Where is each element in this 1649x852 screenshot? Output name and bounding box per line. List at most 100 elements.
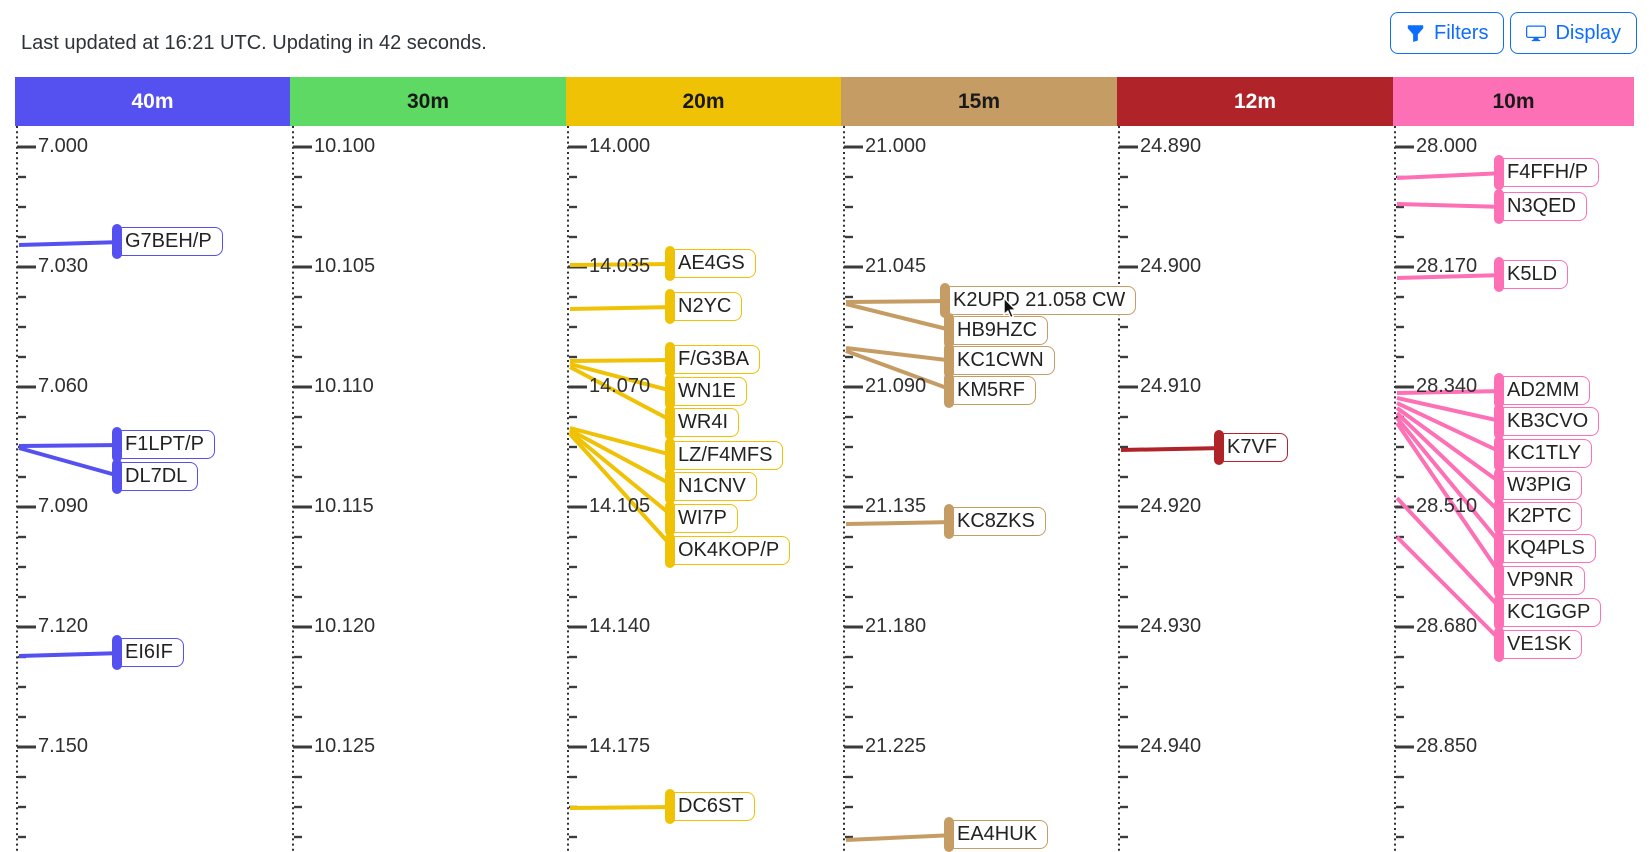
tick-label: 14.070: [589, 375, 651, 397]
tick-label: 28.170: [1416, 255, 1478, 277]
spot-line: [569, 262, 677, 267]
tick-label: 28.850: [1416, 735, 1478, 757]
spot-callsign-hovered[interactable]: K2UPD 21.058 CW: [939, 283, 1137, 318]
spot-callsign[interactable]: KC1TLY: [1493, 436, 1593, 471]
tick-label: 28.340: [1416, 375, 1478, 397]
filter-funnel-icon: [1406, 24, 1425, 43]
spot-line: [845, 520, 956, 526]
spot-callsign[interactable]: DC6ST: [665, 789, 755, 824]
spot-line: [1395, 496, 1507, 615]
spot-line: [1395, 411, 1507, 519]
spot-line: [18, 446, 124, 479]
spot-callsign[interactable]: F1LPT/P: [112, 427, 215, 462]
tick-label: 14.140: [589, 615, 651, 637]
spot-callsign[interactable]: WR4I: [665, 405, 739, 440]
filters-button-label: Filters: [1434, 21, 1489, 44]
tick-label: 7.090: [38, 495, 89, 517]
spot-callsign[interactable]: HB9HZC: [943, 313, 1049, 348]
spot-callsign[interactable]: OK4KOP/P: [664, 533, 791, 568]
spot-line: [845, 299, 952, 304]
spot-line: [845, 302, 956, 333]
status-text: Last updated at 16:21 UTC. Updating in 4…: [21, 32, 487, 54]
spot-line: [569, 428, 677, 489]
band-header-12m: 12m: [1117, 77, 1393, 126]
spot-line: [569, 365, 677, 425]
spot-line: [1396, 202, 1506, 209]
spot-line: [1395, 406, 1507, 488]
spot-line: [1396, 171, 1506, 180]
tick-label: 7.000: [38, 135, 89, 157]
toolbar: Filters Display: [1390, 12, 1638, 54]
spot-callsign[interactable]: W3PIG: [1493, 468, 1583, 503]
spot-line: [845, 346, 956, 363]
spot-callsign[interactable]: WN1E: [665, 374, 747, 409]
tick-label: 10.115: [314, 495, 374, 517]
spot-callsign[interactable]: EI6IF: [112, 635, 184, 670]
tick-label: 7.030: [38, 255, 89, 277]
spot-callsign[interactable]: KB3CVO: [1493, 404, 1600, 439]
band-header-30m: 30m: [290, 77, 566, 126]
tick-label: 24.930: [1140, 615, 1202, 637]
spot-line: [1395, 421, 1507, 583]
tick-label: 14.000: [589, 135, 651, 157]
tick-label: 21.090: [865, 375, 927, 397]
spot-callsign[interactable]: KC1CWN: [944, 343, 1055, 378]
spot-callsign[interactable]: F4FFH/P: [1493, 155, 1600, 190]
tick-label: 28.680: [1416, 615, 1478, 637]
tick-label: 7.120: [38, 615, 89, 637]
spot-line: [1395, 416, 1507, 551]
spot-callsign[interactable]: WI7P: [665, 501, 738, 536]
spot-line: [18, 651, 124, 658]
tick-label: 10.125: [314, 735, 376, 757]
spot-callsign[interactable]: N2YC: [664, 289, 743, 324]
spot-callsign[interactable]: VE1SK: [1493, 627, 1583, 662]
spot-line: [568, 430, 678, 521]
filters-button[interactable]: Filters: [1390, 12, 1505, 54]
tick-label: 7.060: [38, 375, 89, 397]
tick-label: 24.910: [1140, 375, 1202, 397]
tick-label: 24.920: [1140, 495, 1202, 517]
spot-line: [18, 443, 124, 448]
spot-line: [1120, 446, 1226, 452]
spot-callsign[interactable]: KM5RF: [944, 373, 1036, 408]
tick-label: 14.035: [589, 255, 651, 277]
tick-label: 24.900: [1140, 255, 1202, 277]
spot-line: [18, 240, 124, 247]
spot-line: [1396, 273, 1506, 280]
spot-line: [569, 805, 677, 810]
tick-label: 10.105: [314, 255, 376, 277]
tick-label: 10.120: [314, 615, 376, 637]
spot-callsign[interactable]: K2PTC: [1493, 499, 1583, 534]
spot-line: [1396, 401, 1506, 456]
spot-callsign[interactable]: N1CNV: [665, 469, 757, 504]
tick-label: 24.890: [1140, 135, 1202, 157]
spot-callsign[interactable]: EA4HUK: [943, 817, 1049, 852]
display-button[interactable]: Display: [1510, 12, 1638, 54]
spot-line: [569, 426, 677, 458]
spot-callsign[interactable]: KC8ZKS: [944, 504, 1046, 539]
spot-callsign[interactable]: AD2MM: [1493, 373, 1591, 408]
tick-label: 7.150: [38, 735, 89, 757]
spot-callsign[interactable]: VP9NR: [1494, 563, 1585, 598]
spot-callsign[interactable]: DL7DL: [111, 459, 199, 494]
band-header-15m: 15m: [841, 77, 1117, 126]
spot-callsign[interactable]: K7VF: [1213, 430, 1289, 465]
mouse-cursor: [1003, 297, 1018, 319]
spot-callsign[interactable]: AE4GS: [665, 246, 756, 281]
spot-line: [1396, 396, 1506, 424]
tick-label: 21.180: [865, 615, 927, 637]
tick-label: 28.000: [1416, 135, 1478, 157]
spot-callsign[interactable]: N3QED: [1494, 189, 1587, 224]
spot-callsign[interactable]: G7BEH/P: [112, 224, 223, 259]
spot-line: [845, 833, 956, 842]
tick-label: 10.100: [314, 135, 376, 157]
tick-label: 21.045: [865, 255, 927, 277]
spot-line: [569, 358, 677, 363]
display-monitor-icon: [1526, 23, 1547, 43]
spot-callsign[interactable]: F/G3BA: [664, 342, 761, 377]
spot-callsign[interactable]: KQ4PLS: [1494, 531, 1596, 566]
spot-callsign[interactable]: K5LD: [1493, 257, 1569, 292]
spot-callsign[interactable]: LZ/F4MFS: [664, 438, 784, 473]
spot-callsign[interactable]: KC1GGP: [1493, 595, 1602, 630]
spot-line: [569, 305, 677, 311]
